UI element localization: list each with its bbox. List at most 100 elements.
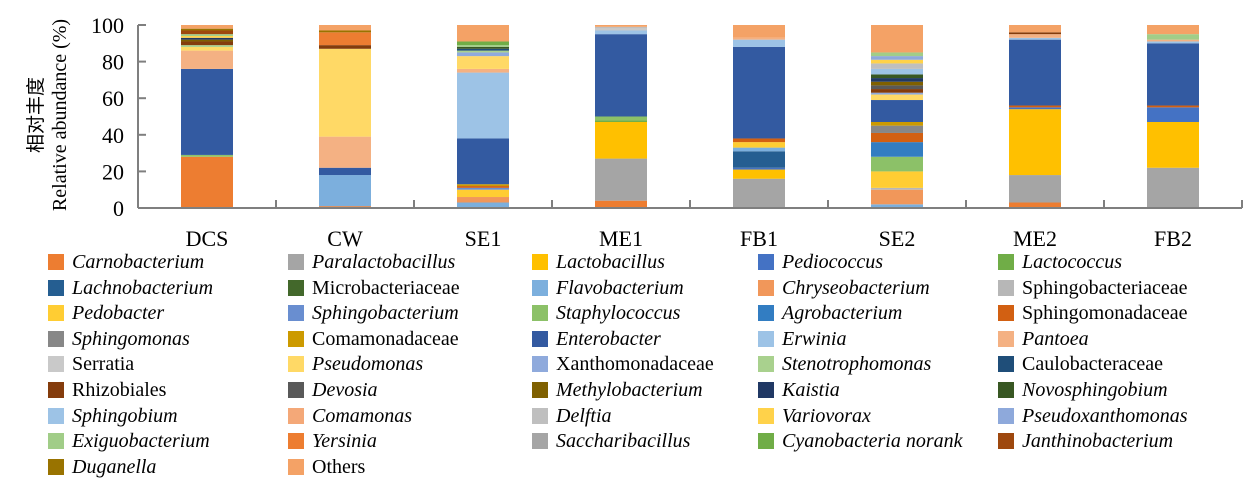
bar-segment	[733, 46, 785, 139]
legend-swatch	[998, 279, 1014, 296]
legend-swatch	[758, 305, 774, 322]
bar-segment	[733, 178, 785, 208]
legend-label: Yersinia	[312, 430, 377, 453]
bar-segment	[871, 89, 923, 93]
legend-label: Devosia	[312, 379, 378, 401]
y-axis-ticks: 0 20 40 60 80 100	[91, 13, 146, 221]
bar-segment	[595, 158, 647, 201]
legend-label: Serratia	[72, 353, 135, 376]
bar-segment	[181, 28, 233, 31]
legend-label: Pediococcus	[782, 251, 884, 273]
legend-label: Carnobacterium	[72, 251, 205, 273]
legend-item: Enterobacter	[532, 327, 661, 351]
bar-segment	[1009, 32, 1061, 35]
bar-segment	[733, 25, 785, 38]
bar-stack-fb1	[733, 25, 785, 208]
legend-swatch	[998, 356, 1014, 373]
legend-item: Methylobacterium	[532, 378, 703, 402]
legend-label: Chryseobacterium	[782, 276, 930, 299]
legend-label: Pseudomonas	[312, 353, 424, 376]
legend-swatch	[998, 407, 1014, 424]
legend-label: Staphylococcus	[556, 302, 681, 325]
bar-segment	[181, 46, 233, 51]
legend-swatch	[758, 356, 774, 373]
bar-segment	[871, 100, 923, 122]
bar-segment	[181, 50, 233, 69]
legend-item: Paralactobacillus	[288, 250, 455, 274]
legend-swatch	[288, 279, 304, 296]
bar-segment	[457, 189, 509, 198]
legend-label: Methylobacterium	[556, 379, 703, 401]
legend-label: Lachnobacterium	[72, 276, 214, 299]
legend-item: Devosia	[288, 378, 378, 402]
legend-swatch	[532, 279, 548, 296]
legend-swatch	[758, 254, 774, 270]
bar-segment	[319, 136, 371, 168]
legend-swatch	[758, 407, 774, 424]
bar-segment	[871, 171, 923, 188]
bar-segment	[871, 187, 923, 190]
legend-label: Caulobacteraceae	[1022, 353, 1164, 376]
bar-segment	[1147, 39, 1199, 42]
legend-swatch	[48, 433, 64, 450]
bar-segment	[871, 56, 923, 60]
legend-item: Kaistia	[758, 378, 840, 402]
bar-segment	[1009, 105, 1061, 108]
legend-swatch	[532, 382, 548, 398]
y-tick-label: 20	[102, 159, 124, 184]
bar-segment	[871, 156, 923, 172]
legend-item: Sphingobacterium	[288, 301, 459, 325]
legend-label: Microbacteriaceae	[312, 276, 460, 299]
legend-label: Enterobacter	[556, 327, 661, 350]
legend-item: Yersinia	[288, 429, 377, 453]
legend-item: Caulobacteraceae	[998, 352, 1163, 376]
legend-swatch	[288, 433, 304, 450]
bar-segment	[457, 187, 509, 190]
bar-segment	[1009, 107, 1061, 110]
bar-segment	[457, 45, 509, 47]
y-tick-label: 60	[102, 86, 124, 111]
bar-segment	[457, 68, 509, 73]
bar-segment	[733, 169, 785, 179]
bar-segment	[1147, 121, 1199, 168]
legend-item: Sphingobacteriaceae	[998, 276, 1187, 300]
legend-swatch	[532, 356, 548, 373]
bar-stack-se2	[871, 25, 923, 208]
legend-item: Sphingobium	[48, 404, 178, 428]
x-tick-label: SE2	[879, 226, 916, 250]
legend-item: Lactobacillus	[532, 250, 665, 274]
bar-segment	[181, 34, 233, 36]
legend-swatch	[532, 330, 548, 347]
bar-segment	[1147, 25, 1199, 35]
legend-swatch	[998, 382, 1014, 398]
bar-segment	[871, 132, 923, 143]
bar-segment	[871, 68, 923, 75]
bar-segment	[181, 156, 233, 208]
bar-segment	[595, 26, 647, 29]
bar-segment	[1147, 43, 1199, 106]
stacked-bar-chart: Relative abundance (%) 相对丰度 0 20 40 60 80 100…	[25, 13, 1243, 250]
bar-segment	[871, 189, 923, 205]
bar-segment	[319, 30, 371, 33]
bar-stack-me2	[1009, 25, 1061, 208]
bar-segment	[457, 41, 509, 46]
bar-stack-me1	[595, 25, 647, 208]
bar-segment	[181, 25, 233, 29]
legend-label: Novosphingobium	[1022, 379, 1168, 401]
legend-label: Agrobacterium	[782, 302, 903, 325]
legend-swatch	[758, 382, 774, 398]
bar-segment	[871, 94, 923, 101]
legend-label: Janthinobacterium	[1022, 430, 1174, 453]
legend-label: Paralactobacillus	[312, 251, 456, 273]
legend-label: Pedobacter	[72, 302, 165, 325]
bar-segment	[733, 167, 785, 170]
legend-item: Saccharibacillus	[532, 429, 690, 453]
legend-item: Lactococcus	[998, 250, 1122, 274]
legend-swatch	[998, 254, 1014, 270]
bar-segment	[319, 25, 371, 31]
bar-segment	[1147, 167, 1199, 208]
legend-swatch	[998, 433, 1014, 450]
legend-item: Agrobacterium	[758, 301, 902, 325]
bar-segment	[319, 175, 371, 207]
bar-segment	[733, 142, 785, 148]
